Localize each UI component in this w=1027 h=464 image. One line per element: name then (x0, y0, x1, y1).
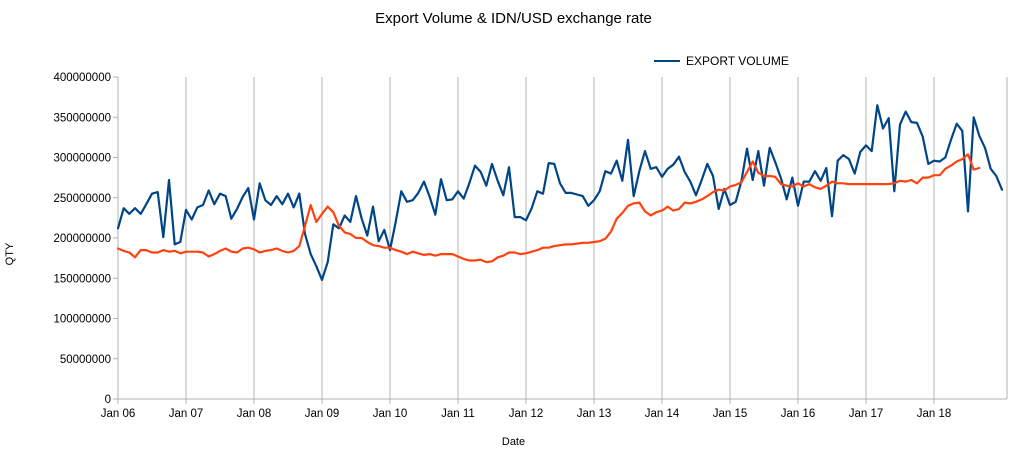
legend-label-export-volume: EXPORT VOLUME (686, 54, 789, 68)
y-tick-label: 350000000 (53, 112, 111, 124)
series-line-exchange-rate (116, 153, 981, 264)
x-tick-label: Jan 08 (237, 408, 272, 420)
y-tick-label: 400000000 (53, 72, 111, 84)
x-tick-label: Jan 07 (169, 408, 204, 420)
y-tick-label: 0 (105, 394, 111, 406)
y-tick-label: 250000000 (53, 193, 111, 205)
x-tick-label: Jan 13 (577, 408, 612, 420)
x-tick-label: Jan 09 (305, 408, 340, 420)
x-tick-label: Jan 14 (645, 408, 680, 420)
y-tick-label: 150000000 (53, 273, 111, 285)
x-tick-label: Jan 11 (441, 408, 475, 420)
x-tick-label: Jan 10 (373, 408, 408, 420)
y-tick-label: 100000000 (53, 314, 111, 326)
x-axis-label: Date (501, 436, 526, 448)
legend: EXPORT VOLUME (654, 53, 789, 69)
x-tick-label: Jan 16 (781, 408, 816, 420)
x-tick-label: Jan 06 (101, 408, 136, 420)
legend-swatch-export-volume (654, 60, 680, 62)
y-tick-label: 300000000 (53, 153, 111, 165)
x-tick-label: Jan 18 (917, 408, 952, 420)
x-tick-label: Jan 12 (509, 408, 544, 420)
chart-title: Export Volume & IDN/USD exchange rate (375, 10, 652, 27)
x-tick-label: Jan 17 (849, 408, 884, 420)
y-tick-label: 50000000 (60, 354, 111, 366)
y-tick-label: 200000000 (53, 233, 111, 245)
series-line-export-volume (116, 104, 1004, 281)
x-tick-label: Jan 15 (713, 408, 748, 420)
